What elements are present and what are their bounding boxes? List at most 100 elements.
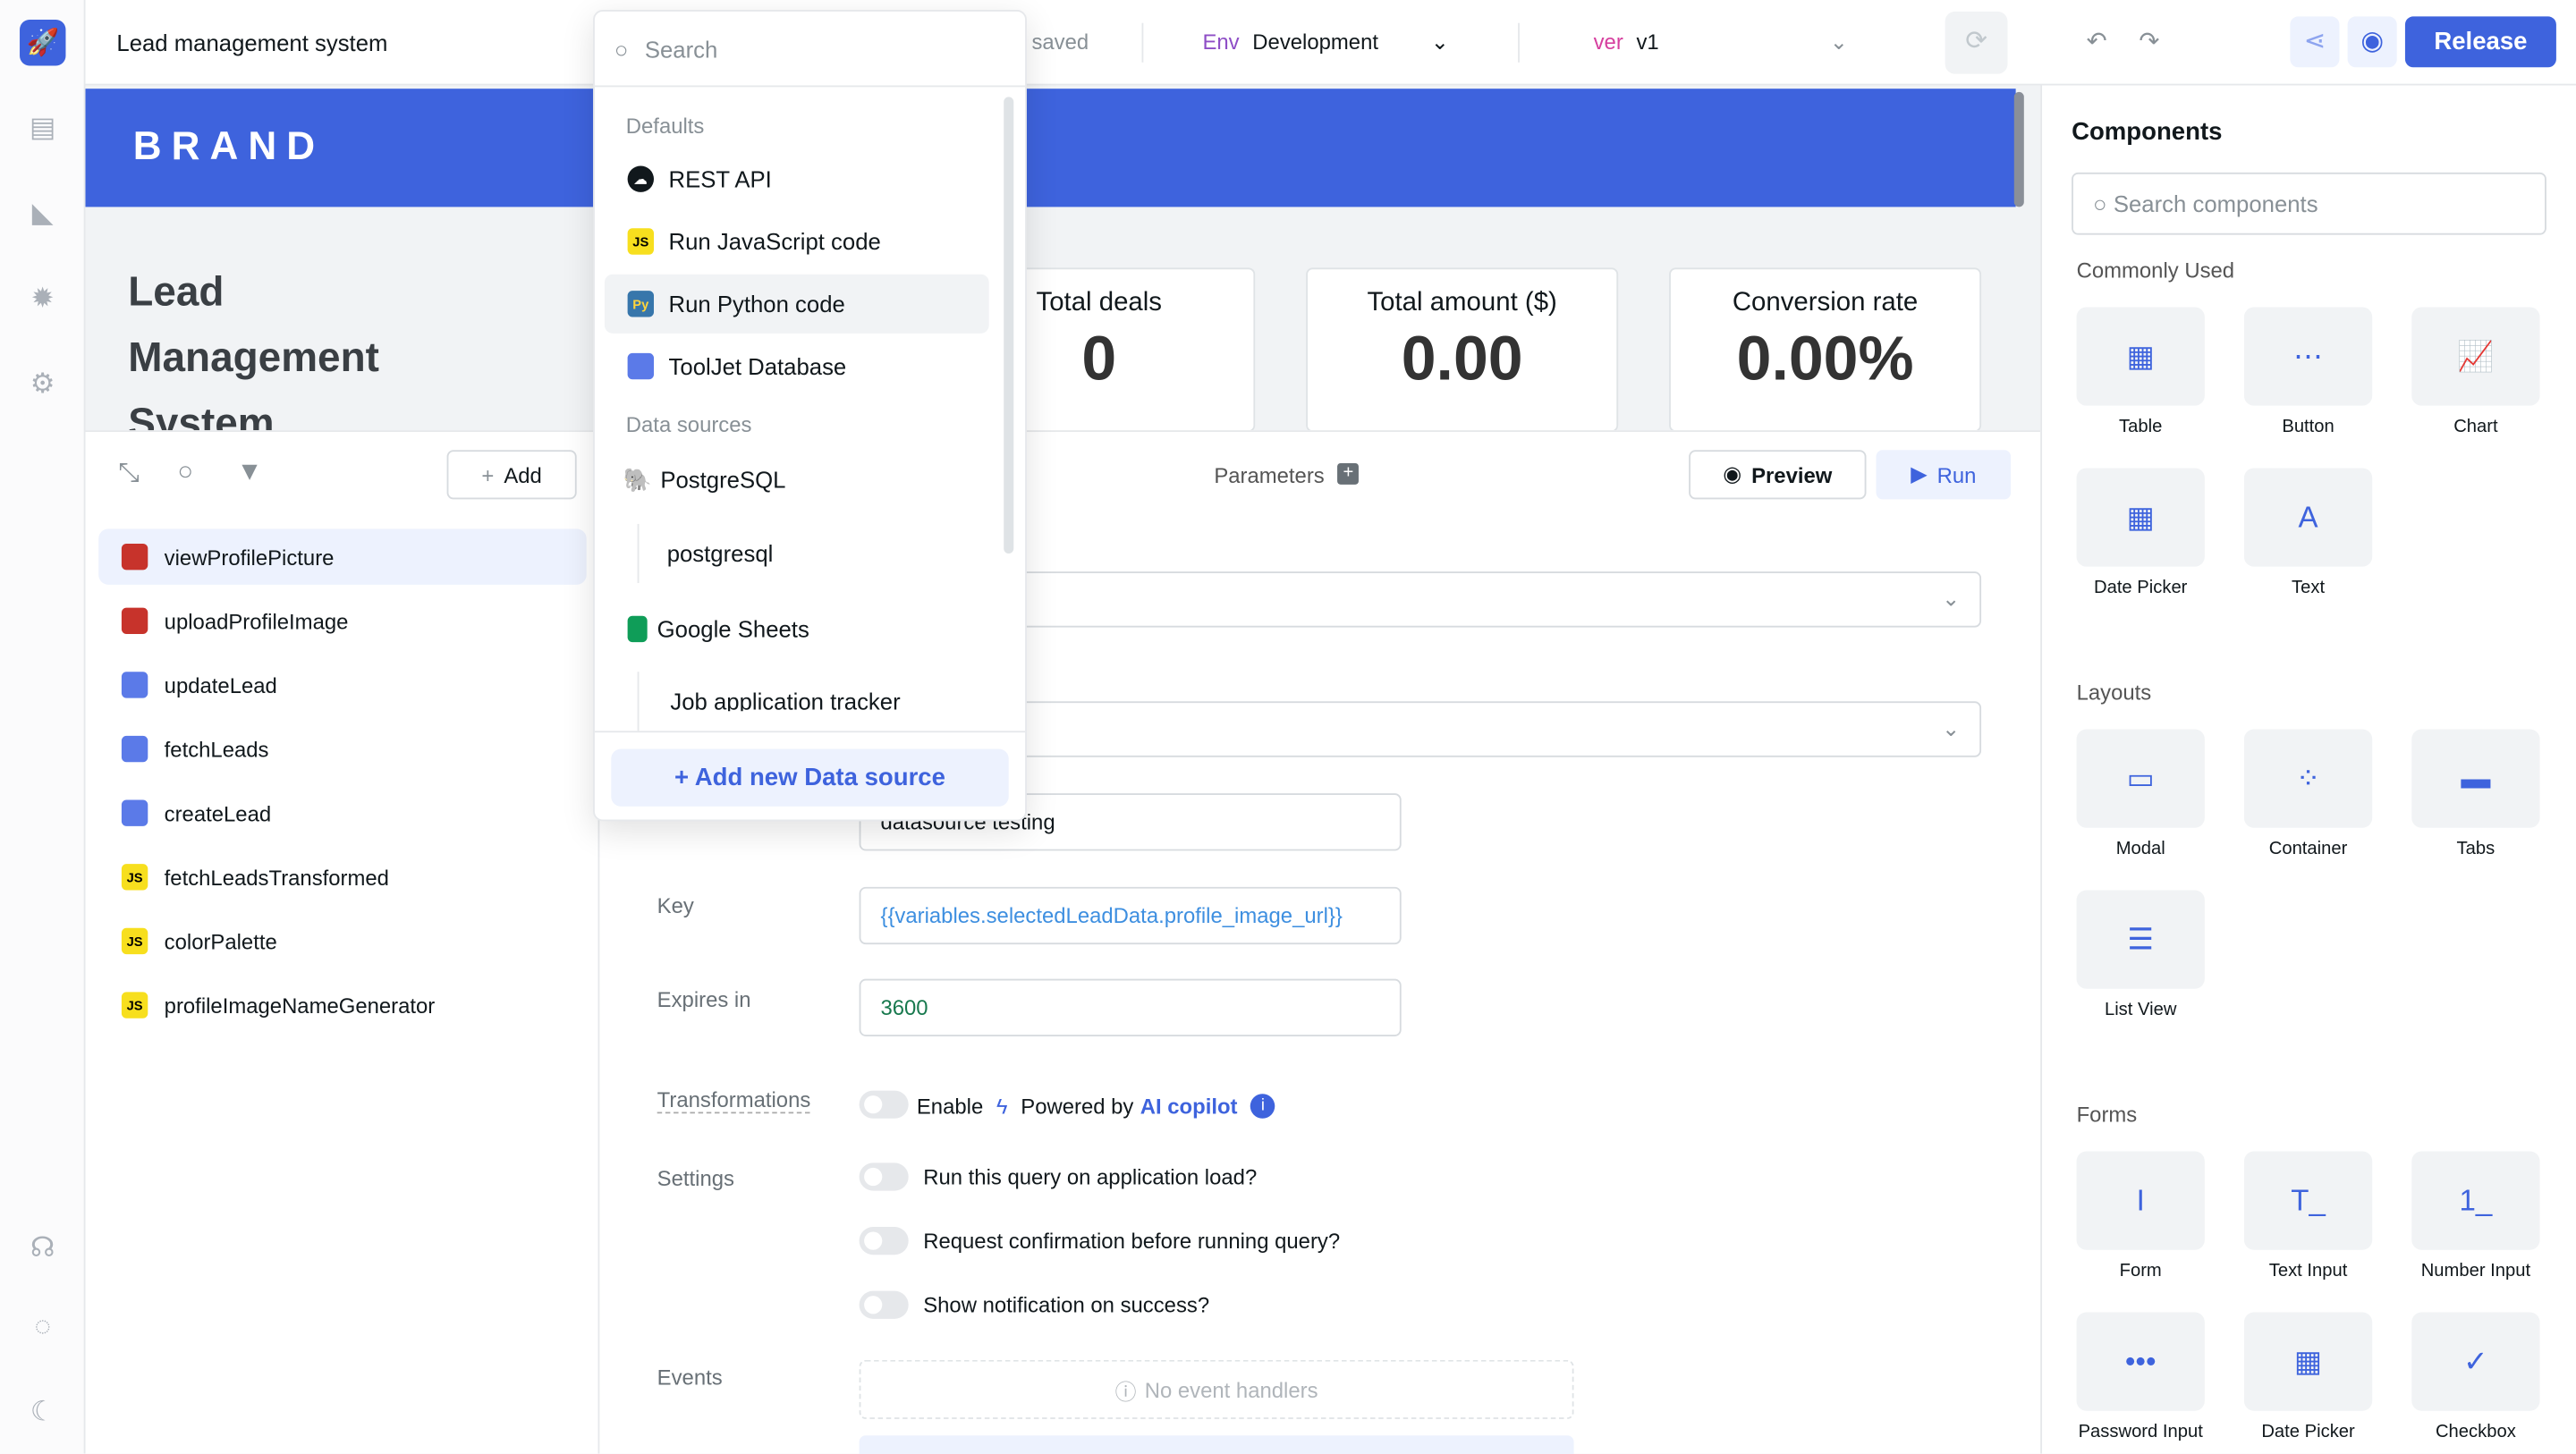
key-input[interactable]: {{variables.selectedLeadData.profile_ima… — [859, 886, 1402, 945]
add-event-handler-button[interactable] — [859, 1435, 1574, 1454]
version-selector[interactable]: ver v1 ⌄ — [1594, 30, 1848, 55]
component-tabs[interactable]: ▬ Tabs — [2411, 729, 2540, 859]
component-label: Text — [2292, 578, 2326, 598]
query-item[interactable]: JS fetchLeadsTransformed — [98, 850, 586, 905]
datasource-rest-api[interactable]: ☁ REST API — [605, 149, 989, 208]
component-date-picker[interactable]: ▦ Date Picker — [2243, 1312, 2373, 1442]
datasource-javascript[interactable]: JS Run JavaScript code — [605, 212, 989, 271]
preview-eye-button[interactable]: ◉ — [2347, 16, 2397, 68]
component-list-view[interactable]: ☰ List View — [2076, 890, 2205, 1020]
query-item[interactable]: fetchLeads — [98, 721, 586, 776]
datasource-postgresql[interactable]: 🐘 PostgreSQL — [605, 450, 989, 509]
notification-toggle[interactable] — [859, 1290, 909, 1319]
run-on-load-toggle[interactable] — [859, 1162, 909, 1191]
query-item[interactable]: uploadProfileImage — [98, 593, 586, 648]
dropdown-scrollbar[interactable] — [1004, 97, 1014, 554]
run-button[interactable]: ▶ Run — [1876, 450, 2012, 500]
parameters-section[interactable]: Parameters + — [1214, 462, 1360, 487]
database-icon — [121, 735, 148, 763]
share-button[interactable]: ⋖ — [2290, 16, 2340, 68]
events-label: Events — [657, 1365, 723, 1390]
support-icon[interactable]: ☊ — [30, 1231, 55, 1264]
query-name: uploadProfileImage — [164, 608, 349, 634]
add-datasource-button[interactable]: + Add new Data source — [611, 748, 1009, 807]
settings-label: Settings — [657, 1166, 734, 1191]
refresh-button[interactable]: ⟳ — [1945, 11, 2008, 74]
add-parameter-icon[interactable]: + — [1337, 462, 1360, 485]
stat-value: 0.00% — [1736, 325, 1914, 394]
release-button[interactable]: Release — [2404, 16, 2556, 68]
operation-select[interactable]: ownload⌄ — [859, 701, 1982, 757]
datasource-google-sheets[interactable]: Google Sheets — [605, 599, 989, 658]
app-title[interactable]: Lead management system — [116, 30, 388, 56]
component-date-picker[interactable]: ▦ Date Picker — [2076, 468, 2205, 598]
expires-label: Expires in — [657, 986, 751, 1012]
component-container[interactable]: ⁘ Container — [2243, 729, 2373, 859]
env-selector[interactable]: Env Development ⌄ — [1202, 30, 1448, 55]
component-chart[interactable]: 📈 Chart — [2411, 307, 2540, 437]
datasource-search[interactable]: ○ Search — [594, 12, 1026, 88]
pages-icon[interactable]: ▤ — [30, 111, 56, 143]
query-item[interactable]: JS profileImageNameGenerator — [98, 977, 586, 1033]
no-events-box: ⓘ No event handlers — [859, 1359, 1574, 1419]
preview-button[interactable]: ◉ Preview — [1689, 450, 1867, 500]
undo-icon[interactable]: ↶ — [2086, 28, 2107, 56]
datasource-postgresql-instance[interactable]: postgresql — [644, 524, 989, 583]
stat-value: 0 — [1081, 325, 1117, 394]
item-label: PostgreSQL — [660, 466, 786, 494]
info-icon[interactable]: i — [1250, 1094, 1275, 1119]
copilot-row: Enable ϟ Powered by AI copilot i — [917, 1094, 1275, 1119]
service-select[interactable]: ⌄ — [859, 571, 1982, 628]
stat-label: Total amount ($) — [1367, 289, 1557, 317]
component-text-input[interactable]: T_ Text Input — [2243, 1151, 2373, 1281]
component-modal[interactable]: ▭ Modal — [2076, 729, 2205, 859]
datasource-tooljet-db[interactable]: ToolJet Database — [605, 337, 989, 396]
confirmation-toggle[interactable] — [859, 1227, 909, 1255]
component-label: List View — [2104, 1000, 2177, 1020]
rocket-logo-icon[interactable]: 🚀 — [20, 20, 66, 66]
google-sheets-icon — [627, 615, 648, 643]
settings-icon[interactable]: ⚙ — [30, 368, 55, 400]
component-text[interactable]: A Text — [2243, 468, 2373, 598]
chat-icon[interactable]: ◌ — [34, 1310, 52, 1342]
query-item[interactable]: JS colorPalette — [98, 913, 586, 968]
expires-input[interactable]: 3600 — [859, 978, 1402, 1036]
query-item[interactable]: viewProfilePicture — [98, 528, 587, 585]
filter-icon[interactable]: ▼ — [236, 458, 263, 486]
app-canvas: BRAND Lead Management System Total deals… — [85, 85, 2041, 431]
defaults-label: Defaults — [625, 113, 705, 139]
canvas-heading: Lead Management System — [128, 269, 379, 431]
item-label: REST API — [668, 165, 772, 192]
datasource-sheets-instance[interactable]: Job application tracker — [670, 689, 982, 712]
collapse-icon[interactable]: ⤡ — [118, 460, 140, 488]
component-label: Tabs — [2456, 839, 2496, 859]
canvas-scrollbar[interactable] — [2013, 91, 2024, 207]
query-name: profileImageNameGenerator — [164, 993, 436, 1018]
search-icon[interactable]: ○ — [177, 458, 194, 486]
component-checkbox[interactable]: ✓ Checkbox — [2411, 1312, 2540, 1442]
copilot-link[interactable]: AI copilot — [1140, 1094, 1238, 1119]
component-table[interactable]: ▦ Table — [2076, 307, 2205, 437]
redo-icon[interactable]: ↷ — [2139, 28, 2160, 56]
stat-label: Total deals — [1036, 289, 1163, 317]
debugger-icon[interactable]: ✹ — [30, 282, 55, 314]
component-number-input[interactable]: 1_ Number Input — [2411, 1151, 2540, 1281]
query-item[interactable]: createLead — [98, 785, 586, 841]
aws-s3-icon — [121, 607, 148, 634]
chevron-down-icon: ⌄ — [1942, 715, 1961, 741]
component-form[interactable]: I Form — [2076, 1151, 2205, 1281]
inspector-icon[interactable]: ◣ — [31, 197, 54, 229]
add-query-button[interactable]: + Add — [446, 450, 577, 500]
dark-mode-icon[interactable]: ☾ — [30, 1396, 55, 1428]
powered-label: Powered by — [1021, 1094, 1134, 1119]
save-status: saved — [1031, 30, 1089, 55]
datasource-python[interactable]: Py Run Python code — [604, 274, 989, 334]
component-password-input[interactable]: ••• Password Input — [2076, 1312, 2205, 1442]
table-icon: ▦ — [2076, 307, 2205, 406]
query-name: viewProfilePicture — [164, 544, 335, 570]
stat-label: Conversion rate — [1732, 289, 1919, 317]
component-search[interactable]: ○ Search components — [2072, 172, 2546, 235]
query-item[interactable]: updateLead — [98, 657, 586, 713]
transformations-toggle[interactable] — [859, 1090, 909, 1119]
component-button[interactable]: ⋯ Button — [2243, 307, 2373, 437]
